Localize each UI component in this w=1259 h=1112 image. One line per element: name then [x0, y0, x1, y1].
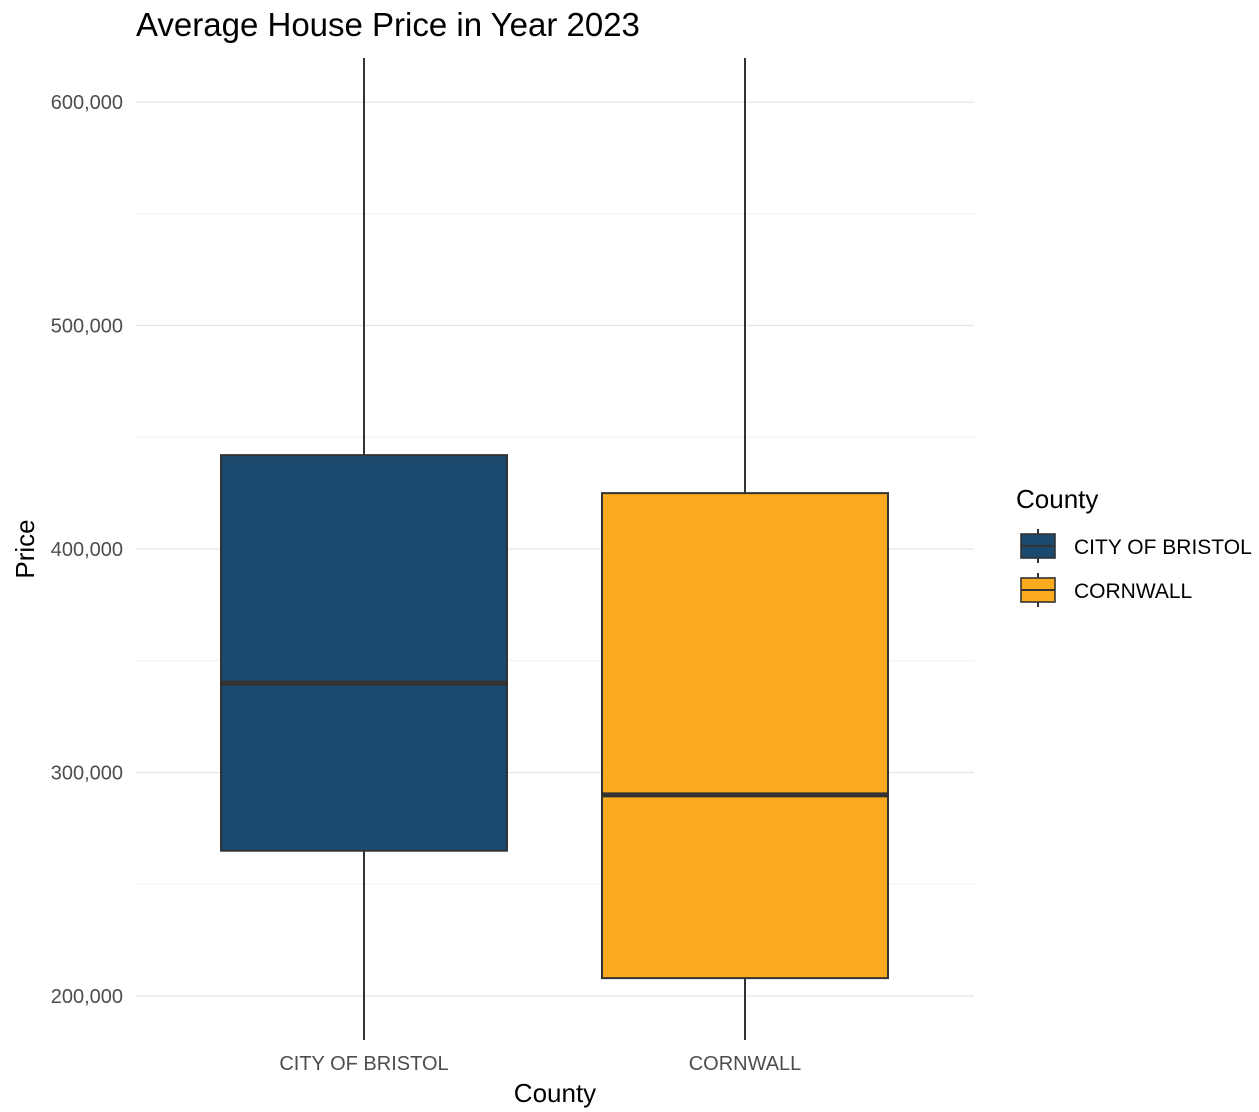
box-city-of-bristol: [220, 58, 508, 1040]
boxplot-layer: [220, 58, 889, 1040]
legend-label: CORNWALL: [1074, 580, 1192, 603]
x-tick-label: CORNWALL: [689, 1053, 802, 1075]
x-axis-title: County: [514, 1078, 596, 1108]
y-tick-label: 400,000: [51, 539, 123, 561]
legend-items: CITY OF BRISTOL CORNWALL: [1020, 529, 1252, 607]
box-cornwall: [601, 58, 889, 1040]
legend-label: CITY OF BRISTOL: [1074, 536, 1252, 559]
box-iqr: [220, 454, 508, 852]
y-tick-label: 600,000: [51, 92, 123, 114]
y-tick-label: 300,000: [51, 763, 123, 785]
y-tick-label: 200,000: [51, 986, 123, 1008]
legend-title: County: [1016, 484, 1098, 514]
x-axis-ticks: CITY OF BRISTOL CORNWALL: [279, 1053, 801, 1075]
legend-item: CITY OF BRISTOL: [1020, 529, 1252, 563]
box-iqr: [601, 492, 889, 980]
legend-item: CORNWALL: [1020, 573, 1192, 607]
legend: County CITY OF BRISTOL CORNWALL: [1016, 484, 1252, 607]
y-axis-title: Price: [10, 519, 40, 578]
x-tick-label: CITY OF BRISTOL: [279, 1053, 448, 1075]
chart-title: Average House Price in Year 2023: [136, 6, 640, 43]
y-axis-ticks: 200,000 300,000 400,000 500,000 600,000: [51, 92, 123, 1008]
y-tick-label: 500,000: [51, 316, 123, 338]
